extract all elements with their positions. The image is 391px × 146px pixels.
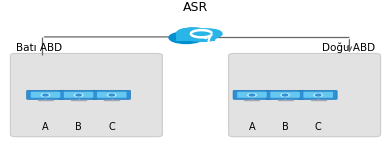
Circle shape	[108, 94, 116, 97]
Text: B: B	[75, 121, 82, 132]
FancyBboxPatch shape	[233, 90, 271, 99]
Text: C: C	[315, 121, 322, 132]
Circle shape	[316, 94, 321, 96]
Circle shape	[283, 94, 288, 96]
Circle shape	[177, 28, 206, 38]
Text: C: C	[108, 121, 115, 132]
FancyBboxPatch shape	[266, 90, 304, 99]
FancyBboxPatch shape	[97, 92, 127, 98]
FancyBboxPatch shape	[93, 90, 131, 99]
FancyBboxPatch shape	[11, 53, 162, 137]
FancyBboxPatch shape	[31, 92, 60, 98]
Circle shape	[249, 94, 255, 96]
FancyBboxPatch shape	[27, 90, 65, 99]
Circle shape	[177, 28, 210, 39]
Text: Batı ABD: Batı ABD	[16, 43, 63, 53]
Text: A: A	[249, 121, 255, 132]
FancyBboxPatch shape	[299, 90, 337, 99]
Circle shape	[43, 94, 48, 96]
FancyBboxPatch shape	[176, 35, 215, 41]
FancyBboxPatch shape	[303, 92, 333, 98]
Circle shape	[76, 94, 81, 96]
Circle shape	[41, 94, 50, 97]
FancyBboxPatch shape	[237, 92, 267, 98]
Text: B: B	[282, 121, 289, 132]
Circle shape	[191, 33, 216, 41]
Circle shape	[183, 31, 215, 41]
Circle shape	[109, 94, 114, 96]
Circle shape	[314, 94, 323, 97]
FancyBboxPatch shape	[64, 92, 93, 98]
Circle shape	[74, 94, 83, 97]
Circle shape	[181, 29, 217, 41]
Text: A: A	[42, 121, 49, 132]
FancyBboxPatch shape	[60, 90, 98, 99]
Text: ASR: ASR	[183, 1, 208, 14]
Circle shape	[248, 94, 256, 97]
FancyBboxPatch shape	[229, 53, 380, 137]
Text: Doğu ABD: Doğu ABD	[321, 42, 375, 53]
Circle shape	[281, 94, 289, 97]
Circle shape	[194, 29, 222, 38]
FancyBboxPatch shape	[270, 92, 300, 98]
Circle shape	[169, 32, 203, 44]
